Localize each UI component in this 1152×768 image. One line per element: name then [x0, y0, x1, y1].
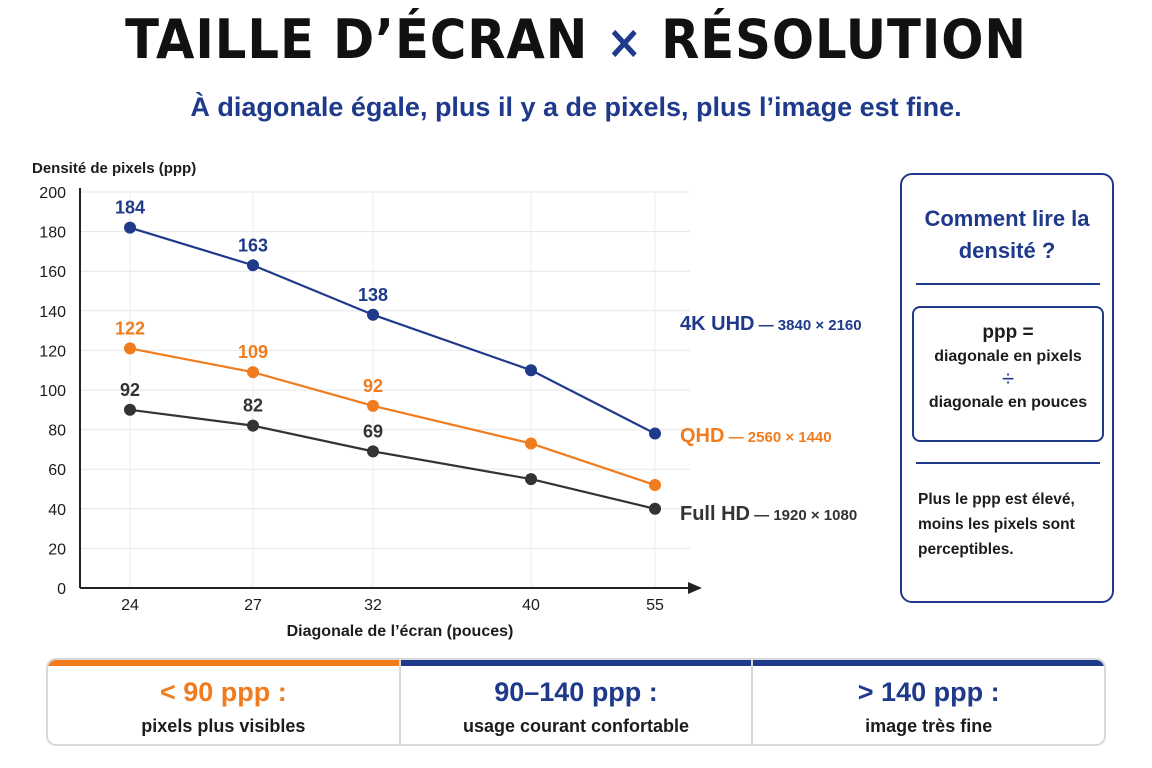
series-name: Full HD — [680, 503, 750, 525]
range-description: pixels plus visibles — [141, 716, 306, 736]
range-card-bar — [753, 660, 1104, 666]
formula-top: ppp = — [982, 322, 1034, 343]
x-tick-label: 24 — [121, 597, 139, 614]
data-label: 69 — [363, 421, 383, 441]
data-point — [247, 419, 259, 432]
data-point — [247, 366, 259, 379]
title-separator: × — [606, 15, 643, 69]
x-axis-title: Diagonale de l’écran (pouces) — [287, 623, 514, 640]
data-point — [649, 427, 661, 440]
density-ranges: < 90 ppp : pixels plus visibles 90–140 p… — [46, 658, 1106, 746]
data-point — [367, 399, 379, 412]
series-end-label: QHD — 2560 × 1440 — [680, 425, 832, 447]
y-tick-label: 60 — [48, 462, 66, 479]
range-card-bar — [400, 660, 752, 666]
data-point — [124, 221, 136, 234]
data-point — [247, 259, 259, 272]
data-point — [525, 473, 537, 486]
x-tick-label: 32 — [364, 597, 382, 614]
data-label: 184 — [115, 198, 145, 218]
range-label: 90–140 ppp : — [494, 677, 658, 707]
data-label: 92 — [363, 376, 383, 396]
data-point — [525, 364, 537, 377]
y-tick-label: 120 — [39, 343, 66, 360]
chart-grid — [80, 191, 690, 588]
range-description: usage courant confortable — [462, 716, 690, 736]
chart-series — [124, 221, 661, 515]
line-chart: 0 20 40 60 80 100 120 140 160 180 200 24 27 32 40 55 Den… — [32, 160, 862, 640]
y-tick-label: 140 — [39, 304, 66, 321]
series-line — [129, 226, 656, 435]
panel-title: Comment lire la densité ? — [924, 206, 1090, 263]
data-label: 82 — [243, 396, 263, 416]
data-label: 122 — [115, 318, 145, 338]
range-label: < 90 ppp : — [159, 677, 287, 707]
page-subtitle: À diagonale égale, plus il y a de pixels… — [190, 92, 962, 122]
series-resolution: — 3840 × 2160 — [754, 317, 861, 334]
range-card-mid: 90–140 ppp : usage courant confortable — [400, 660, 754, 744]
data-label: 109 — [238, 342, 268, 362]
y-tick-label: 200 — [39, 185, 66, 202]
x-tick-label: 40 — [522, 597, 540, 614]
data-label: 163 — [238, 235, 268, 255]
y-axis-title: Densité de pixels (ppp) — [32, 160, 196, 177]
series-name: 4K UHD — [680, 313, 754, 335]
y-tick-label: 20 — [48, 541, 66, 558]
range-card-low: < 90 ppp : pixels plus visibles — [48, 660, 401, 744]
y-tick-label: 0 — [57, 581, 66, 598]
series-line — [129, 347, 656, 487]
range-card-bar — [48, 660, 399, 666]
title-right: RÉSOLUTION — [661, 8, 1027, 71]
title-left: TAILLE D’ÉCRAN — [125, 8, 589, 71]
y-tick-label: 100 — [39, 383, 66, 400]
chart-axes: 0 20 40 60 80 100 120 140 160 180 200 24 27 32 40 55 Den… — [32, 160, 702, 640]
series-resolution: — 1920 × 1080 — [750, 507, 857, 524]
data-label: 138 — [358, 285, 388, 305]
range-card-high: > 140 ppp : image très fine — [753, 660, 1104, 744]
data-point — [525, 437, 537, 450]
y-tick-label: 80 — [48, 423, 66, 440]
chart-labels: 184 163 138 4K UHD — 3840 × 2160 122 109 92 QHD… — [115, 198, 862, 525]
series-resolution: — 2560 × 1440 — [724, 429, 831, 446]
y-tick-label: 40 — [48, 502, 66, 519]
formula-denominator: diagonale en pouces — [928, 394, 1088, 411]
page-title: TAILLE D’ÉCRAN × RÉSOLUTION — [46, 8, 1106, 71]
panel-divider — [916, 283, 1100, 285]
data-point — [367, 308, 379, 321]
y-tick-label: 180 — [39, 225, 66, 242]
x-tick-label: 55 — [646, 597, 664, 614]
data-point — [367, 445, 379, 458]
data-label: 92 — [120, 380, 140, 400]
series-name: QHD — [680, 425, 724, 447]
series-end-label: Full HD — 1920 × 1080 — [680, 503, 857, 525]
formula-numerator: diagonale en pixels — [934, 348, 1082, 365]
data-point — [649, 479, 661, 492]
info-panel: Comment lire la densité ? ppp = diagonal… — [900, 173, 1114, 603]
range-description: image très fine — [865, 716, 993, 736]
y-tick-label: 160 — [39, 264, 66, 281]
panel-note: Plus le ppp est élevé, moins les pixels … — [918, 491, 1075, 558]
range-label: > 140 ppp : — [857, 677, 1000, 707]
data-point — [124, 403, 136, 416]
divide-icon: ÷ — [1001, 366, 1015, 391]
x-tick-label: 27 — [244, 597, 262, 614]
data-point — [649, 502, 661, 515]
series-end-label: 4K UHD — 3840 × 2160 — [680, 313, 862, 335]
x-axis-arrow-icon — [688, 582, 702, 594]
data-point — [124, 342, 136, 355]
formula-box: ppp = diagonale en pixels ÷ diagonale en… — [912, 306, 1104, 442]
panel-divider — [916, 462, 1100, 464]
